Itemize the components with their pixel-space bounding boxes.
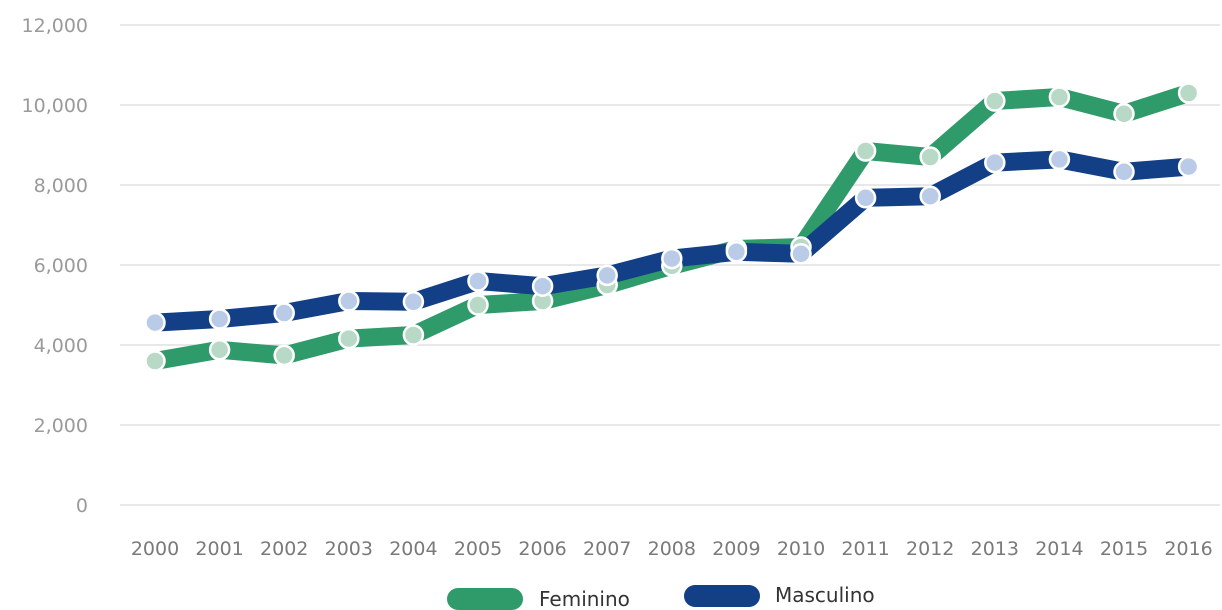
- legend-swatch-masculino: [684, 585, 760, 607]
- data-point-masculino: [1177, 155, 1200, 178]
- legend-label-masculino: Masculino: [775, 583, 875, 607]
- x-tick-label: 2003: [325, 538, 373, 560]
- x-tick-label: 2016: [1164, 538, 1212, 560]
- x-tick-label: 2012: [906, 538, 954, 560]
- data-point-masculino: [1048, 148, 1071, 171]
- series-line-masculino: [146, 150, 1198, 332]
- data-point-feminino: [1113, 103, 1135, 125]
- x-axis-ticks: 2000 2001 2002 2003 2004 2005 2006 2007 2008 2009…: [131, 538, 1213, 560]
- y-tick-label: 12,000: [22, 15, 88, 37]
- data-point-masculino: [208, 308, 231, 330]
- y-tick-label: 10,000: [22, 95, 88, 117]
- y-tick-label: 0: [76, 495, 88, 517]
- data-point-masculino: [402, 291, 425, 313]
- x-tick-label: 2006: [518, 538, 566, 560]
- x-tick-label: 2007: [583, 538, 631, 560]
- series-lines: [146, 84, 1198, 370]
- y-tick-label: 6,000: [34, 255, 88, 277]
- data-point-masculino: [661, 247, 683, 270]
- data-point-masculino: [531, 275, 554, 297]
- data-point-masculino: [919, 185, 941, 207]
- data-point-masculino: [854, 187, 877, 209]
- data-point-feminino: [402, 324, 425, 346]
- y-tick-label: 8,000: [34, 175, 88, 197]
- x-tick-label: 2000: [131, 538, 179, 560]
- x-tick-label: 2010: [777, 538, 825, 560]
- data-point-masculino: [984, 151, 1006, 174]
- x-tick-label: 2004: [389, 538, 437, 560]
- x-tick-label: 2014: [1035, 538, 1083, 560]
- x-tick-label: 2011: [841, 538, 889, 560]
- data-point-masculino: [596, 264, 618, 287]
- x-tick-label: 2009: [712, 538, 760, 560]
- y-axis-ticks: 0 2,000 4,000 6,000 8,000 10,000 12,000: [22, 15, 88, 517]
- legend: Feminino Masculino: [447, 583, 875, 610]
- series-line-feminino: [146, 84, 1198, 370]
- data-point-feminino: [1177, 82, 1200, 104]
- data-point-feminino: [854, 140, 877, 162]
- x-tick-label: 2001: [195, 538, 243, 560]
- legend-swatch-feminino: [447, 588, 523, 610]
- data-point-feminino: [338, 327, 360, 350]
- y-tick-label: 2,000: [34, 415, 88, 437]
- data-point-masculino: [725, 241, 748, 263]
- data-point-masculino: [467, 270, 489, 292]
- x-tick-label: 2013: [971, 538, 1019, 560]
- y-tick-label: 4,000: [34, 335, 88, 357]
- data-point-feminino: [1048, 86, 1071, 108]
- data-point-feminino: [919, 146, 941, 168]
- data-point-masculino: [790, 243, 812, 265]
- data-point-masculino: [1113, 161, 1135, 183]
- x-tick-label: 2008: [648, 538, 696, 560]
- x-tick-label: 2002: [260, 538, 308, 560]
- data-point-feminino: [467, 294, 489, 316]
- legend-label-feminino: Feminino: [539, 587, 630, 610]
- series-markers: [144, 82, 1200, 372]
- data-point-masculino: [273, 302, 295, 324]
- x-tick-label: 2005: [454, 538, 502, 560]
- data-point-masculino: [144, 311, 166, 334]
- data-point-masculino: [338, 290, 360, 312]
- x-tick-label: 2015: [1100, 538, 1148, 560]
- data-point-feminino: [273, 344, 295, 367]
- data-point-feminino: [984, 90, 1006, 112]
- data-point-feminino: [208, 339, 231, 361]
- data-point-feminino: [144, 350, 166, 372]
